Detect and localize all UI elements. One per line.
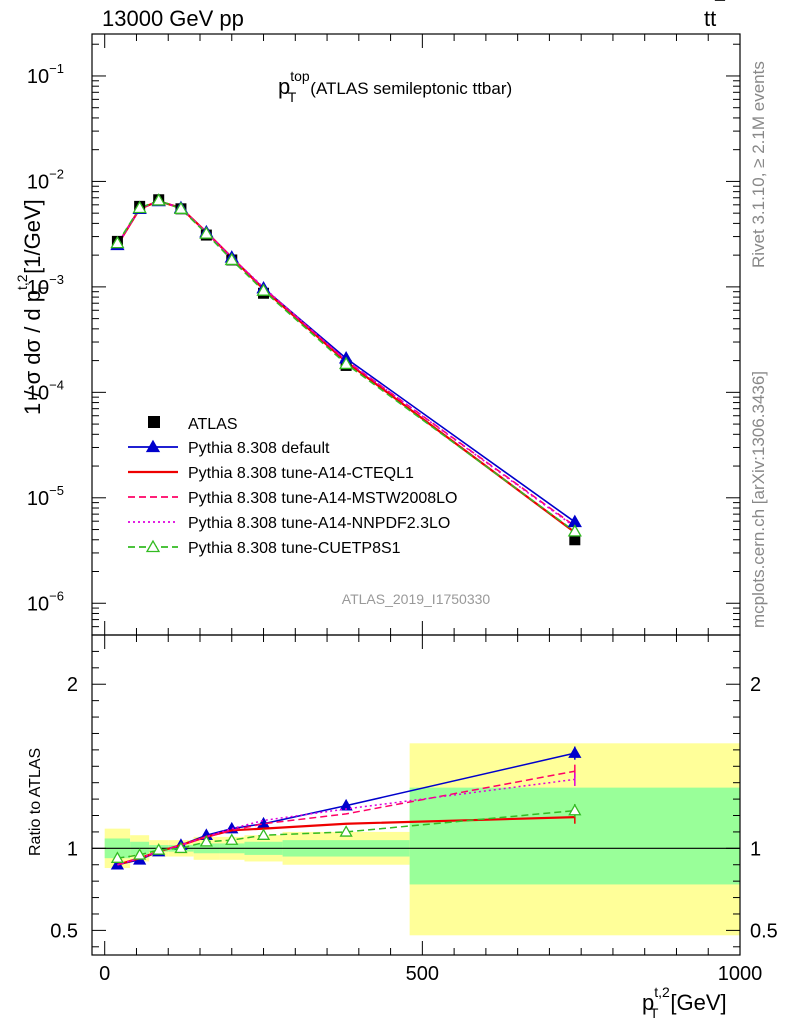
x-tick-label: 500 [406,963,439,985]
y-tick-label: 10−1 [27,61,64,88]
ratio-y-tick-label-right: 0.5 [750,920,778,942]
legend: ATLAS Pythia 8.308 default Pythia 8.308 tu… [128,416,457,557]
series-marker-4 [338,356,354,370]
main-panel-axes: 10−6 10−5 10−4 10−3 10−2 10−1 [27,34,741,636]
ratio-panel-bands [92,743,740,936]
ratio-marker-0 [568,746,582,758]
ratio-marker-4 [152,843,166,855]
process-bar: ¯ [714,0,726,18]
ylabel-main: 1 / σ dσ / d p [20,290,45,415]
y-tick-label: 10−3 [27,272,64,299]
legend-label: Pythia 8.308 tune-A14-CTEQL1 [188,465,414,482]
ylabel-sup: t,2 [14,274,30,290]
xlabel-main: p [642,990,654,1015]
ratio-panel-frame [91,634,741,956]
ratio-y-tick-label: 0.5 [50,920,78,942]
ratio-y-tick-label-right: 1 [750,838,761,860]
title-rest: (ATLAS semileptonic ttbar) [310,79,512,98]
legend-atlas-marker [148,416,160,428]
series-marker-4 [110,235,125,249]
rivet-note: Rivet 3.1.10, ≥ 2.1M events [749,61,768,268]
legend-label: Pythia 8.308 tune-A14-NNPDF2.3LO [188,515,450,532]
xlabel-sup: t,2 [654,984,670,1000]
ratio-marker-4 [133,848,147,860]
uncertainty-band-stat [409,787,740,885]
energy-label: 13000 GeV pp [102,6,244,31]
main-panel-marks [110,193,582,546]
ratio-y-tick-label: 2 [67,674,78,696]
ratio-marker-4 [225,833,239,845]
ylabel-unit: [1/GeV] [20,199,45,274]
ratio-panel-marks [110,746,582,870]
x-tick-label: 1000 [718,963,763,985]
watermark: ATLAS_2019_I1750330 [342,591,491,607]
legend-label: Pythia 8.308 tune-A14-MSTW2008LO [188,490,457,507]
ylabel-sub: T [35,283,51,292]
title-sub: T [288,89,297,105]
ratio-y-label: Ratio to ATLAS [27,748,44,856]
series-marker-4 [199,226,214,239]
ratio-y-tick-label: 1 [67,838,78,860]
series-marker-4 [151,193,166,206]
atlas-data-point [569,534,581,546]
main-y-label: 1 / σ dσ / d pt,2 T [1/GeV] [14,199,51,415]
ratio-y-tick-label-right: 2 [750,674,761,696]
x-tick-label: 0 [99,963,110,985]
y-tick-label: 10−5 [27,483,64,510]
legend-marker-4 [145,539,161,553]
title-p: p [278,74,290,99]
series-marker-4 [132,200,147,214]
ratio-marker-4 [256,828,271,840]
ratio-marker-4 [199,834,213,847]
mcplots-note: mcplots.cern.ch [arXiv:1306.3436] [749,371,768,628]
y-tick-label: 10−4 [27,377,64,404]
ratio-marker-0 [339,798,353,811]
process-label: tt [704,6,716,31]
chart-title: ptop T (ATLAS semileptonic ttbar) [278,68,512,105]
title-sup: top [290,68,310,84]
ratio-marker-4 [568,803,582,816]
ratio-marker-4 [110,851,125,863]
series-marker-4 [256,283,271,296]
legend-label: Pythia 8.308 default [188,440,330,457]
series-marker-4 [224,252,239,266]
ratio-panel-axes: 0 500 1000 0.5 0.5 1 1 2 2 [50,635,778,985]
y-tick-label: 10−2 [27,166,64,193]
ratio-marker-4 [339,825,353,837]
legend-marker-0 [145,439,161,453]
y-tick-label: 10−6 [27,588,64,615]
legend-label: ATLAS [188,416,238,433]
ratio-marker-4 [174,841,188,854]
series-marker-4 [173,201,189,214]
legend-label: Pythia 8.308 tune-CUETP8S1 [188,540,401,557]
series-marker-4 [567,524,582,537]
xlabel-sub: T [650,1005,659,1021]
x-axis-label: pt,2 T [GeV] [642,984,727,1021]
xlabel-unit: [GeV] [670,990,726,1015]
